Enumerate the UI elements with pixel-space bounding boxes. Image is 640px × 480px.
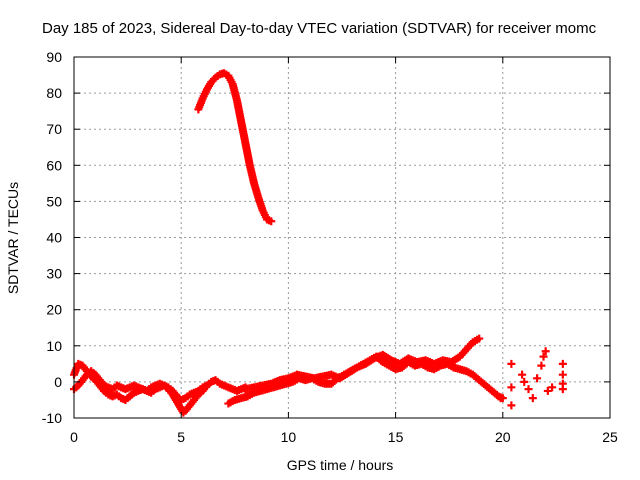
data-point xyxy=(533,374,542,383)
data-point xyxy=(507,383,516,392)
data-point xyxy=(507,359,516,368)
x-tick-label: 5 xyxy=(177,429,185,445)
y-tick-label: 30 xyxy=(46,266,62,282)
y-tick-label: 40 xyxy=(46,230,62,246)
y-tick-label: 60 xyxy=(46,157,62,173)
grid-lines xyxy=(74,57,610,418)
data-point xyxy=(539,352,548,361)
data-point xyxy=(202,381,211,390)
data-point xyxy=(558,385,567,394)
x-tick-label: 25 xyxy=(602,429,618,445)
y-tick-label: -10 xyxy=(42,410,62,426)
y-tick-label: 70 xyxy=(46,121,62,137)
data-point xyxy=(541,347,550,356)
data-point xyxy=(267,217,276,226)
x-axis-label: GPS time / hours xyxy=(287,457,394,473)
chart-title: Day 185 of 2023, Sidereal Day-to-day VTE… xyxy=(42,20,597,37)
axis-ticks xyxy=(73,56,611,419)
data-point xyxy=(558,370,567,379)
data-point xyxy=(543,386,552,395)
y-tick-label: 10 xyxy=(46,338,62,354)
data-point xyxy=(537,361,546,370)
data-point xyxy=(520,377,529,386)
y-tick-label: 50 xyxy=(46,193,62,209)
data-point xyxy=(475,334,484,343)
data-point xyxy=(548,383,557,392)
x-tick-labels: 0 5 10 15 20 25 xyxy=(70,429,618,445)
x-tick-label: 0 xyxy=(70,429,78,445)
data-point xyxy=(528,394,537,403)
x-tick-label: 10 xyxy=(281,429,297,445)
data-point xyxy=(558,359,567,368)
x-tick-label: 20 xyxy=(495,429,511,445)
data-points xyxy=(70,69,567,417)
data-point xyxy=(518,370,527,379)
data-point xyxy=(524,385,533,394)
y-axis-label: SDTVAR / TECUs xyxy=(5,182,21,294)
y-tick-label: 90 xyxy=(46,49,62,65)
y-tick-labels: -10 0 10 20 30 40 50 60 70 80 90 xyxy=(42,49,62,426)
data-point xyxy=(507,401,516,410)
y-tick-label: 20 xyxy=(46,302,62,318)
y-tick-label: 80 xyxy=(46,85,62,101)
data-point xyxy=(496,394,505,403)
x-tick-label: 15 xyxy=(388,429,404,445)
y-tick-label: 0 xyxy=(54,374,62,390)
